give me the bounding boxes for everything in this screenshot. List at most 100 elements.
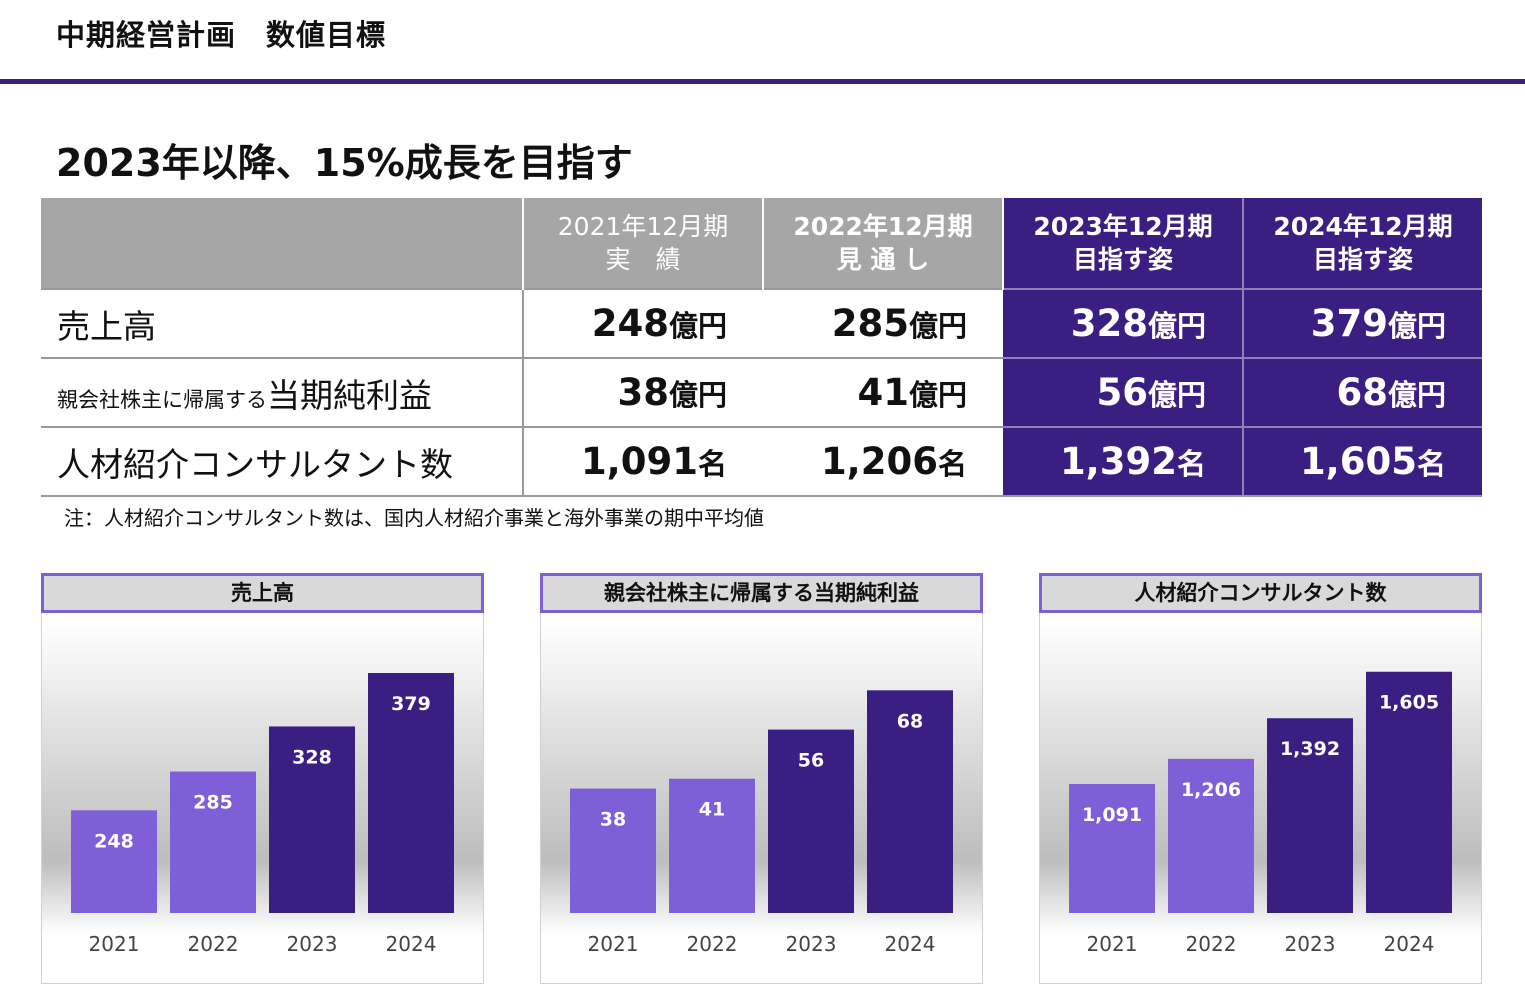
column-sub: 実 績 <box>605 245 681 274</box>
bar-2021 <box>1069 783 1155 913</box>
row-label-text: 当期純利益 <box>267 375 432 415</box>
cell-unit: 億円 <box>668 378 727 412</box>
table-row-sales: 売上高 248億円 285億円 328億円 379億円 <box>41 288 1482 358</box>
x-tick-label: 2024 <box>1384 932 1435 956</box>
table-cell: 328億円 <box>1003 288 1244 358</box>
column-sub: 目指す姿 <box>1312 245 1413 274</box>
cell-unit: 億円 <box>1147 378 1206 412</box>
cell-unit: 億円 <box>1387 309 1446 343</box>
x-tick-label: 2024 <box>386 932 437 956</box>
bar-2023 <box>768 729 854 913</box>
bar-2023 <box>269 726 355 913</box>
cell-value: 1,091 <box>580 440 698 483</box>
table-row-consultants: 人材紹介コンサルタント数 1,091名 1,206名 1,392名 1,605名 <box>41 426 1482 497</box>
data-label: 379 <box>391 693 431 715</box>
data-label: 328 <box>292 746 332 768</box>
table-row-net-income: 親会社株主に帰属する当期純利益 38億円 41億円 56億円 68億円 <box>41 357 1482 427</box>
data-label: 1,206 <box>1181 779 1241 801</box>
cell-unit: 名 <box>937 447 967 481</box>
table-cell: 1,605名 <box>1243 426 1482 497</box>
column-header-2024: 2024年12月期 目指す姿 <box>1243 198 1482 289</box>
column-header-2021: 2021年12月期 実 績 <box>523 198 764 289</box>
data-label: 248 <box>94 830 134 852</box>
bar-2022 <box>170 771 256 913</box>
column-year: 2022年12月期 <box>793 212 973 241</box>
data-label: 1,091 <box>1082 804 1142 826</box>
cell-value: 41 <box>857 371 909 414</box>
chart-panel-consultants: 人材紹介コンサルタント数 1,091 2021 1,206 2022 1,392 2023… <box>1039 573 1482 984</box>
bar-2024 <box>867 690 953 913</box>
x-tick-label: 2021 <box>89 932 140 956</box>
column-header-2022: 2022年12月期 見 通 し <box>763 198 1004 289</box>
table-cell: 379億円 <box>1243 288 1482 358</box>
data-label: 56 <box>798 750 824 772</box>
cell-unit: 名 <box>697 447 727 481</box>
column-year: 2023年12月期 <box>1033 212 1213 241</box>
cell-unit: 億円 <box>1387 378 1446 412</box>
chart-title: 親会社株主に帰属する当期純利益 <box>540 573 983 613</box>
table-cell: 38億円 <box>523 357 763 427</box>
x-tick-label: 2023 <box>287 932 338 956</box>
row-label: 人材紹介コンサルタント数 <box>41 426 524 497</box>
table-header-blank <box>41 198 524 289</box>
header-divider <box>0 79 1525 84</box>
chart-title: 人材紹介コンサルタント数 <box>1039 573 1482 613</box>
bar-2024 <box>1366 671 1452 913</box>
x-tick-label: 2021 <box>1087 932 1138 956</box>
x-tick-label: 2023 <box>786 932 837 956</box>
data-label: 41 <box>699 799 725 821</box>
x-tick-label: 2022 <box>687 932 738 956</box>
column-sub: 見 通 し <box>836 245 930 274</box>
x-tick-label: 2021 <box>588 932 639 956</box>
data-label: 1,392 <box>1280 738 1340 760</box>
cell-value: 68 <box>1336 371 1388 414</box>
bar-2021 <box>570 788 656 913</box>
page-title: 中期経営計画 数値目標 <box>56 18 387 52</box>
x-tick-label: 2022 <box>188 932 239 956</box>
table-cell: 1,392名 <box>1003 426 1244 497</box>
cell-unit: 名 <box>1416 447 1446 481</box>
table-cell: 56億円 <box>1003 357 1244 427</box>
row-label: 親会社株主に帰属する当期純利益 <box>41 357 524 427</box>
x-tick-label: 2022 <box>1186 932 1237 956</box>
row-label-text: 人材紹介コンサルタント数 <box>57 444 453 484</box>
column-sub: 目指す姿 <box>1072 245 1173 274</box>
cell-value: 379 <box>1310 302 1388 345</box>
data-label: 68 <box>897 710 923 732</box>
table-cell: 68億円 <box>1243 357 1482 427</box>
data-label: 38 <box>600 809 626 831</box>
table-cell: 1,091名 <box>523 426 763 497</box>
chart-consultants: 1,091 2021 1,206 2022 1,392 2023 1,605 2024 <box>1069 671 1452 956</box>
cell-value: 1,392 <box>1059 440 1177 483</box>
cell-value: 248 <box>591 302 669 345</box>
cell-unit: 名 <box>1176 447 1206 481</box>
cell-value: 56 <box>1096 371 1148 414</box>
cell-value: 38 <box>617 371 669 414</box>
cell-unit: 億円 <box>908 378 967 412</box>
chart-sales: 248 2021 285 2022 328 2023 379 2024 <box>71 673 454 956</box>
table-cell: 41億円 <box>763 357 1003 427</box>
x-tick-label: 2023 <box>1285 932 1336 956</box>
cell-value: 1,605 <box>1299 440 1417 483</box>
bar-2023 <box>1267 718 1353 913</box>
chart-net-income: 38 2021 41 2022 56 2023 68 2024 <box>570 690 953 956</box>
table-header-row: 2021年12月期 実 績 2022年12月期 見 通 し 2023年12月期 … <box>41 198 1482 289</box>
bar-2022 <box>1168 758 1254 913</box>
targets-table: 2021年12月期 実 績 2022年12月期 見 通 し 2023年12月期 … <box>41 198 1482 497</box>
column-year: 2021年12月期 <box>557 212 729 241</box>
data-label: 1,605 <box>1379 692 1439 714</box>
cell-value: 285 <box>831 302 909 345</box>
bar-2024 <box>368 673 454 913</box>
chart-title: 売上高 <box>41 573 484 613</box>
data-label: 285 <box>193 792 233 814</box>
bar-2022 <box>669 778 755 913</box>
column-header-2023: 2023年12月期 目指す姿 <box>1003 198 1244 289</box>
table-cell: 1,206名 <box>763 426 1003 497</box>
row-label-text: 売上高 <box>57 306 156 346</box>
cell-unit: 億円 <box>668 309 727 343</box>
row-label-small: 親会社株主に帰属する <box>57 387 267 412</box>
cell-value: 328 <box>1070 302 1148 345</box>
bar-2021 <box>71 810 157 913</box>
table-cell: 285億円 <box>763 288 1003 358</box>
chart-panel-net-income: 親会社株主に帰属する当期純利益 38 2021 41 2022 56 2023 68 2024 <box>540 573 983 984</box>
